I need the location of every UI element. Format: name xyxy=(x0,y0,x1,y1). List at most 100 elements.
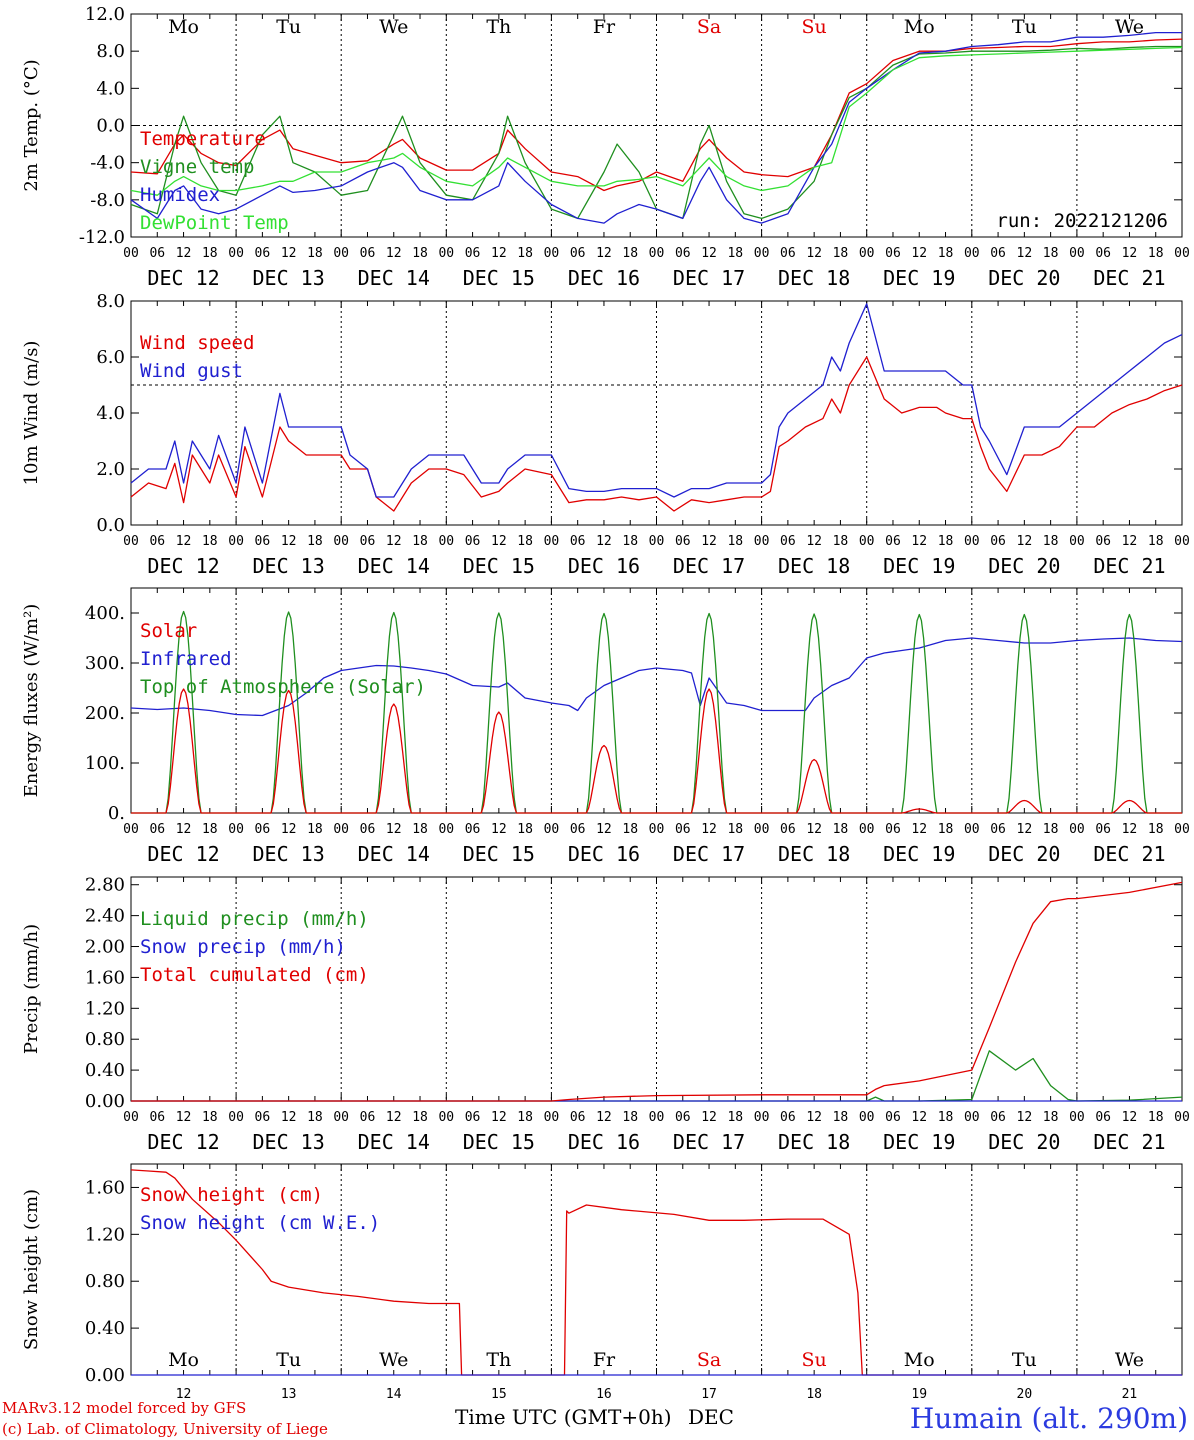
hour-label: 06 xyxy=(465,534,481,549)
hour-label: 12 xyxy=(911,822,927,837)
hour-label: 00 xyxy=(544,1110,560,1125)
y-tick-label: 2.80 xyxy=(85,875,125,896)
y-tick-label: 0.40 xyxy=(85,1318,125,1339)
hour-label: 12 xyxy=(911,534,927,549)
hour-label: 06 xyxy=(570,1110,586,1125)
hour-label: 06 xyxy=(255,822,271,837)
hour-label: 06 xyxy=(149,822,165,837)
date-label: DEC 17 xyxy=(673,842,745,866)
hour-label: 00 xyxy=(754,1110,770,1125)
hour-label: 12 xyxy=(386,822,402,837)
hour-label: 12 xyxy=(491,246,507,261)
hour-label: 06 xyxy=(885,822,901,837)
date-label: DEC 19 xyxy=(883,266,955,290)
date-label: DEC 18 xyxy=(778,266,850,290)
hour-label: 18 xyxy=(307,534,323,549)
date-label: DEC 12 xyxy=(147,266,219,290)
hour-label: 12 xyxy=(701,1110,717,1125)
hour-label: 00 xyxy=(649,534,665,549)
series-wind-gust xyxy=(130,303,1183,498)
hour-label: 18 xyxy=(727,1110,743,1125)
hour-label: 12 xyxy=(806,1110,822,1125)
hour-label: 00 xyxy=(964,534,980,549)
weekday-label: Mo xyxy=(904,1349,935,1371)
hour-label: 12 xyxy=(1017,534,1033,549)
hour-label: 00 xyxy=(964,822,980,837)
hour-label: 00 xyxy=(649,246,665,261)
hour-label: 12 xyxy=(1017,246,1033,261)
day-number-label: 19 xyxy=(911,1387,927,1402)
hour-label: 18 xyxy=(833,822,849,837)
panel-precip: 0.00 0.40 0.80 1.20 1.60 2.00 2.40 2.80 Precip (… xyxy=(21,875,1190,1154)
hour-label: 06 xyxy=(990,1110,1006,1125)
weekday-label: Mo xyxy=(168,16,199,38)
date-label: DEC 16 xyxy=(568,842,640,866)
date-label: DEC 19 xyxy=(883,842,955,866)
hour-label: 12 xyxy=(1017,822,1033,837)
date-label: DEC 16 xyxy=(568,1130,640,1154)
hour-label: 06 xyxy=(990,246,1006,261)
legend-entry: Infrared xyxy=(140,648,232,670)
date-label: DEC 13 xyxy=(253,1130,325,1154)
hour-label: 06 xyxy=(255,534,271,549)
legend-entry: Wind gust xyxy=(140,360,243,382)
y-tick-label: 0. xyxy=(108,803,125,824)
y-axis-label: Snow height (cm) xyxy=(21,1189,42,1350)
date-label: DEC 15 xyxy=(463,266,535,290)
hour-label: 18 xyxy=(938,534,954,549)
hour-label: 06 xyxy=(149,1110,165,1125)
date-label: DEC 18 xyxy=(778,842,850,866)
weekday-label: Mo xyxy=(168,1349,199,1371)
hour-label: 06 xyxy=(570,246,586,261)
hour-label: 12 xyxy=(281,246,297,261)
date-label: DEC 18 xyxy=(778,554,850,578)
series-infrared xyxy=(130,637,1183,717)
hour-label: 12 xyxy=(491,534,507,549)
hour-label: 18 xyxy=(938,246,954,261)
hour-label: 00 xyxy=(333,822,349,837)
hour-label: 00 xyxy=(228,534,244,549)
date-label: DEC 14 xyxy=(358,266,430,290)
date-label: DEC 16 xyxy=(568,554,640,578)
day-number-label: 13 xyxy=(281,1387,297,1402)
hour-label: 18 xyxy=(1043,534,1059,549)
hour-label: 18 xyxy=(727,246,743,261)
hour-label: 18 xyxy=(307,246,323,261)
hour-label: 12 xyxy=(1122,534,1138,549)
y-tick-label: 4.0 xyxy=(96,403,125,424)
y-tick-label: -8.0 xyxy=(90,190,125,211)
hour-label: 00 xyxy=(1069,1110,1085,1125)
weekday-label: Tu xyxy=(1012,16,1037,38)
date-label: DEC 18 xyxy=(778,1130,850,1154)
hour-label: 18 xyxy=(622,534,638,549)
hour-label: 00 xyxy=(123,1110,139,1125)
weekday-label: Tu xyxy=(1012,1349,1037,1371)
weekday-label: Su xyxy=(802,1349,827,1371)
day-number-label: 15 xyxy=(491,1387,507,1402)
panel-snow: 0.00 0.40 0.80 1.20 1.60 Snow height (cm) Mo Tu… xyxy=(21,1163,1183,1386)
hour-label: 06 xyxy=(255,246,271,261)
hour-label: 06 xyxy=(360,822,376,837)
date-label: DEC 20 xyxy=(988,1130,1060,1154)
hour-label: 12 xyxy=(281,534,297,549)
date-label: DEC 21 xyxy=(1093,1130,1165,1154)
date-label: DEC 13 xyxy=(253,266,325,290)
hour-label: 06 xyxy=(360,534,376,549)
weekday-label: Sa xyxy=(697,16,721,38)
y-tick-label: 0.00 xyxy=(85,1091,125,1112)
hour-label: 18 xyxy=(938,1110,954,1125)
hour-label: 18 xyxy=(202,1110,218,1125)
y-tick-label: 8.0 xyxy=(96,291,125,312)
hour-label: 00 xyxy=(544,246,560,261)
hour-label: 06 xyxy=(465,1110,481,1125)
series-dewpoint-temp xyxy=(130,46,1183,196)
panel-wind: 0.0 2.0 4.0 6.0 8.0 10m Wind (m/s) 00 06 12 18 DEC… xyxy=(21,291,1190,578)
weekday-label: Tu xyxy=(276,1349,301,1371)
hour-label: 18 xyxy=(412,1110,428,1125)
hour-label: 12 xyxy=(596,822,612,837)
y-tick-label: 12.0 xyxy=(85,4,125,25)
hour-label: 06 xyxy=(1095,534,1111,549)
hour-label: 00 xyxy=(1069,534,1085,549)
legend-entry: DewPoint Temp xyxy=(140,212,289,234)
y-axis-label: 10m Wind (m/s) xyxy=(21,341,42,486)
